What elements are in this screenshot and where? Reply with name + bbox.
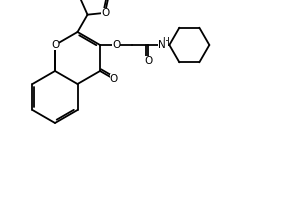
Text: O: O [101,8,109,18]
Text: H: H [162,38,168,46]
Text: N: N [158,40,166,50]
Text: O: O [110,74,118,84]
Text: O: O [51,40,59,50]
Text: O: O [144,56,152,66]
Text: O: O [112,40,120,50]
